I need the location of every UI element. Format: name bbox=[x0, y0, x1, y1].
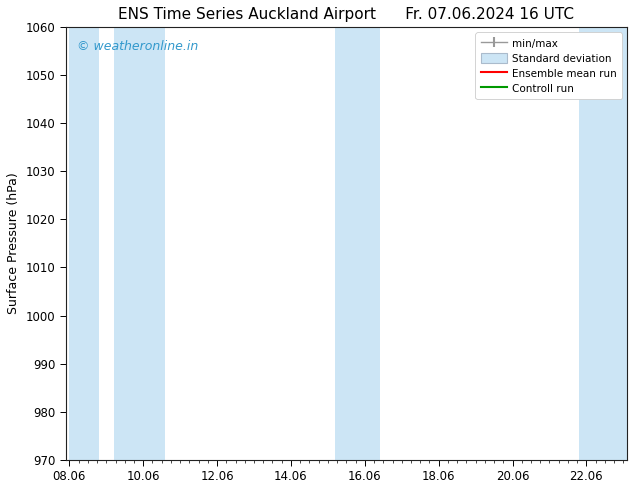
Title: ENS Time Series Auckland Airport      Fr. 07.06.2024 16 UTC: ENS Time Series Auckland Airport Fr. 07.… bbox=[119, 7, 574, 22]
Bar bbox=[579, 27, 627, 460]
Bar bbox=[335, 27, 380, 460]
Legend: min/max, Standard deviation, Ensemble mean run, Controll run: min/max, Standard deviation, Ensemble me… bbox=[476, 32, 622, 99]
Text: © weatheronline.in: © weatheronline.in bbox=[77, 40, 198, 53]
Bar bbox=[69, 27, 99, 460]
Y-axis label: Surface Pressure (hPa): Surface Pressure (hPa) bbox=[7, 172, 20, 314]
Bar bbox=[113, 27, 165, 460]
